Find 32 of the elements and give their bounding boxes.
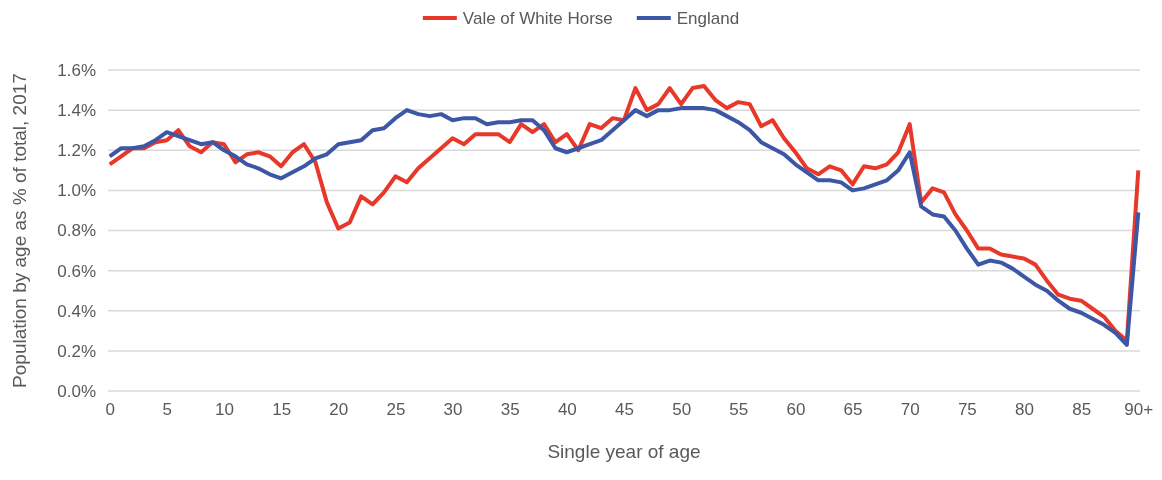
- y-tick-label: 1.6%: [57, 60, 96, 80]
- x-tick-label: 15: [272, 400, 292, 420]
- x-tick-label: 80: [1015, 400, 1034, 420]
- x-tick-label: 85: [1072, 400, 1092, 420]
- y-tick-label: 0.8%: [57, 221, 96, 241]
- x-tick-label: 45: [615, 400, 634, 420]
- x-tick-label: 5: [162, 400, 173, 420]
- x-tick-label: 10: [215, 400, 234, 420]
- y-tick-label: 0.6%: [57, 261, 96, 281]
- x-tick-label: 70: [900, 400, 920, 420]
- x-axis-title: Single year of age: [547, 441, 701, 462]
- x-tick-label: 20: [329, 400, 349, 420]
- x-tick-label: 40: [557, 400, 577, 420]
- y-tick-label: 1.0%: [57, 181, 96, 201]
- x-tick-label: 55: [729, 400, 749, 420]
- x-tick-label: 65: [843, 400, 863, 420]
- x-tick-label: 60: [786, 400, 806, 420]
- x-tick-label: 50: [672, 400, 692, 420]
- y-tick-label: 0.4%: [57, 301, 96, 321]
- x-tick-label: 75: [957, 400, 977, 420]
- legend-label: England: [676, 9, 740, 28]
- y-tick-label: 1.4%: [57, 101, 96, 121]
- y-tick-label: 0.0%: [57, 381, 96, 401]
- x-tick-label: 0: [105, 400, 115, 420]
- y-axis-title: Population by age as % of total, 2017: [9, 73, 30, 388]
- legend-label: Vale of White Horse: [462, 9, 613, 28]
- x-tick-label: 35: [500, 400, 520, 420]
- x-tick-label: 30: [443, 400, 463, 420]
- x-tick-label: 25: [386, 400, 406, 420]
- x-tick-label: 90+: [1124, 400, 1154, 420]
- y-tick-label: 0.2%: [57, 341, 96, 361]
- y-tick-label: 1.2%: [57, 141, 96, 161]
